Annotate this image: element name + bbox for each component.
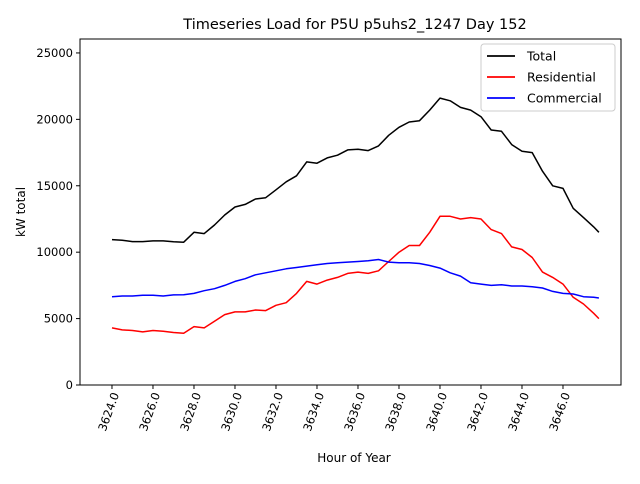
y-tick-label: 20000 bbox=[36, 112, 73, 126]
y-tick-label: 10000 bbox=[36, 245, 73, 259]
y-tick-label: 15000 bbox=[36, 179, 73, 193]
x-tick-label: 3638.0 bbox=[382, 390, 409, 433]
x-tick-label: 3642.0 bbox=[464, 390, 491, 433]
y-tick-label: 5000 bbox=[44, 312, 73, 326]
legend-label-total: Total bbox=[526, 49, 556, 64]
x-tick-label: 3634.0 bbox=[300, 390, 327, 433]
x-axis: 3624.0 3626.0 3628.0 3630.0 3632.0 3634.0 3636… bbox=[95, 385, 573, 433]
legend: Total Residential Commercial bbox=[480, 43, 616, 112]
plot-area-frame bbox=[79, 38, 622, 386]
chart-title: Timeseries Load for P5U p5uhs2_1247 Day … bbox=[182, 17, 526, 33]
x-axis-label: Hour of Year bbox=[317, 451, 391, 465]
series-line-commercial bbox=[111, 258, 600, 299]
y-axis-label: kW total bbox=[14, 187, 28, 237]
x-tick-label: 3626.0 bbox=[136, 390, 163, 433]
legend-box bbox=[480, 43, 616, 112]
x-tick-label: 3628.0 bbox=[177, 390, 204, 433]
series-line-total bbox=[111, 97, 600, 243]
x-tick-label: 3644.0 bbox=[505, 390, 532, 433]
y-tick-label: 25000 bbox=[36, 46, 73, 60]
x-tick-label: 3630.0 bbox=[218, 390, 245, 433]
series-line-residential bbox=[111, 215, 600, 334]
x-tick-label: 3640.0 bbox=[423, 390, 450, 433]
x-tick-label: 3646.0 bbox=[546, 390, 573, 433]
series-lines bbox=[111, 97, 600, 334]
x-tick-label: 3632.0 bbox=[259, 390, 286, 433]
x-tick-label: 3636.0 bbox=[341, 390, 368, 433]
y-tick-label: 0 bbox=[66, 378, 73, 392]
legend-label-residential: Residential bbox=[527, 70, 596, 85]
x-tick-label: 3624.0 bbox=[95, 390, 122, 433]
legend-label-commercial: Commercial bbox=[527, 91, 602, 106]
y-axis: 0 5000 10000 15000 20000 25000 bbox=[36, 46, 80, 392]
